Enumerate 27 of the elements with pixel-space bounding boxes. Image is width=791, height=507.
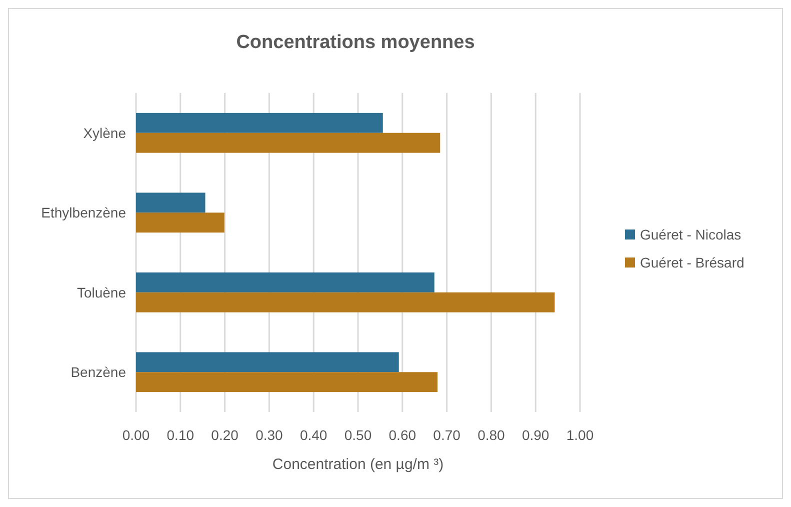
y-tick-label: Xylène [83, 124, 126, 141]
x-tick-label: 0.10 [166, 427, 194, 443]
x-tick-label: 0.00 [122, 427, 150, 443]
bar [136, 352, 399, 372]
bar [136, 292, 555, 312]
y-tick-label: Ethylbenzène [41, 204, 126, 221]
bar [136, 112, 383, 133]
x-axis-title: Concentration (en µg/m ³) [272, 456, 444, 473]
x-tick-label: 0.70 [433, 427, 461, 443]
chart-title: Concentrations moyennes [236, 32, 475, 53]
y-tick-label: Toluène [76, 284, 126, 300]
bar [136, 192, 206, 213]
x-tick-label: 0.90 [522, 427, 550, 443]
y-tick-label: Benzène [70, 364, 126, 380]
x-tick-label: 0.30 [256, 427, 284, 443]
x-tick-label: 0.50 [344, 427, 372, 443]
x-tick-label: 1.00 [566, 427, 594, 443]
bar [136, 272, 434, 292]
x-tick-label: 0.60 [388, 427, 416, 443]
x-tick-label: 0.80 [478, 427, 506, 443]
bar [136, 132, 440, 153]
x-tick-label: 0.20 [211, 427, 239, 443]
x-tick-label: 0.40 [300, 427, 328, 443]
legend-label: Guéret - Nicolas [640, 226, 742, 242]
bar [136, 372, 438, 392]
bar [136, 212, 224, 233]
legend-label: Guéret - Brésard [640, 254, 744, 270]
